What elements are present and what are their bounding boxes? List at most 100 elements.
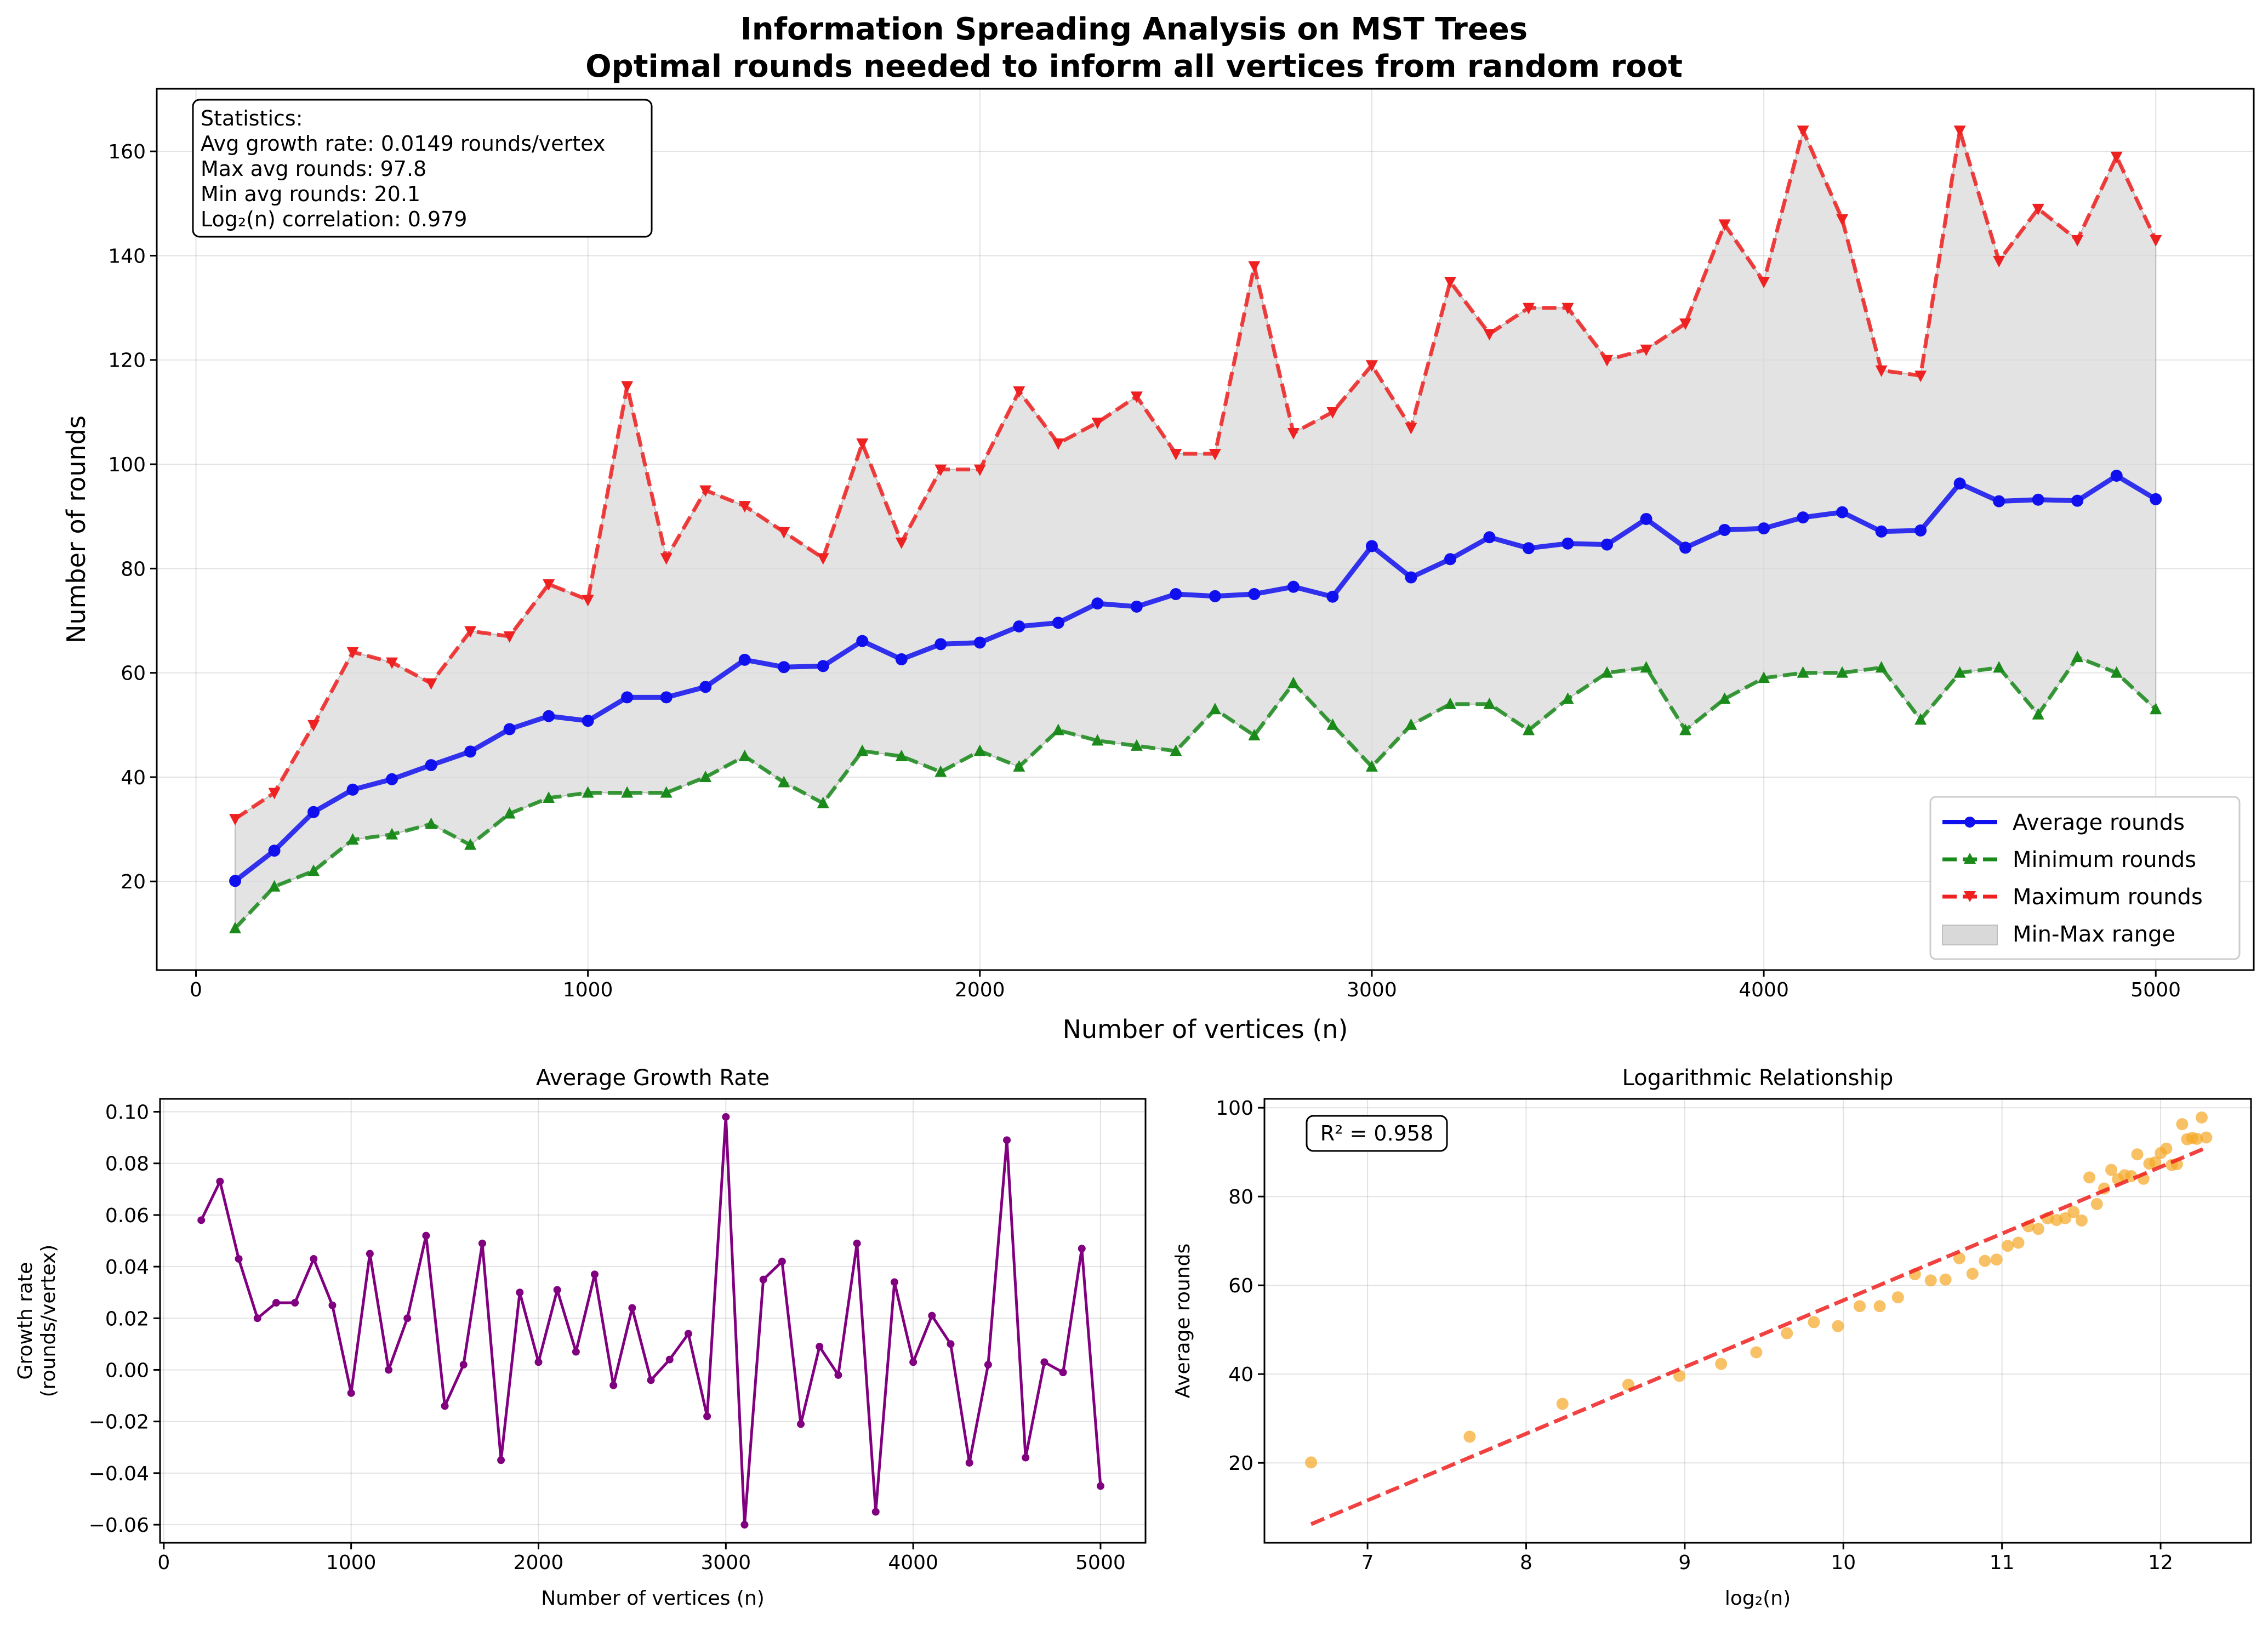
x-tick-label: 3000: [1347, 979, 1397, 1001]
x-tick-label: 2000: [955, 979, 1005, 1001]
point-maximum-rounds: [386, 657, 398, 669]
y-tick-label: 40: [121, 767, 146, 789]
point-minimum-rounds: [699, 770, 712, 782]
log-scatter-point: [2200, 1131, 2213, 1144]
main-chart: 0 1000 2000 3000 4000 5000 20 40 60 80 100 120 140 16…: [61, 88, 2255, 1044]
x-tick-label: 4000: [1739, 979, 1789, 1001]
point-minimum-rounds: [2150, 703, 2162, 715]
point-average-rounds: [268, 845, 281, 857]
point-average-rounds: [699, 681, 712, 693]
y-tick-label: 100: [108, 454, 146, 476]
point-minimum-rounds: [621, 786, 634, 798]
log-scatter-point: [1715, 1358, 1728, 1370]
point-maximum-rounds: [1405, 423, 1417, 435]
point-average-rounds: [1209, 590, 1221, 602]
point-minimum-rounds: [229, 921, 242, 933]
figure-title-line2: Optimal rounds needed to inform all vert…: [585, 49, 1683, 84]
point-maximum-rounds: [1013, 386, 1025, 398]
point-maximum-rounds: [1601, 355, 1614, 367]
point-maximum-rounds: [582, 595, 594, 607]
growth-rate-point: [253, 1314, 261, 1322]
log-scatter-point: [2012, 1236, 2025, 1249]
point-average-rounds: [307, 806, 320, 818]
point-maximum-rounds: [1797, 126, 1809, 138]
point-average-rounds: [1013, 620, 1025, 632]
point-minimum-rounds: [503, 807, 516, 819]
point-minimum-rounds: [1013, 760, 1025, 772]
x-tick-label: 0: [157, 1552, 170, 1574]
growth-rate-point: [853, 1239, 861, 1247]
point-minimum-rounds: [738, 749, 751, 761]
point-minimum-rounds: [1601, 666, 1614, 678]
growth-rate-point: [797, 1420, 805, 1428]
point-maximum-rounds: [1758, 277, 1770, 289]
legend-label-maximum: Maximum rounds: [2013, 885, 2203, 910]
growth-rate-point: [272, 1299, 280, 1307]
log-grid: [1264, 1099, 2251, 1543]
point-minimum-rounds: [1365, 760, 1378, 772]
point-minimum-rounds: [1483, 697, 1496, 709]
point-maximum-rounds: [268, 788, 281, 800]
growth-rate-point: [759, 1275, 767, 1284]
y-tick-label: 20: [1228, 1452, 1253, 1475]
point-average-rounds: [503, 723, 516, 735]
growth-rate-point: [871, 1508, 880, 1516]
log-scatter-point: [1966, 1268, 1979, 1280]
point-minimum-rounds: [1914, 713, 1927, 725]
point-average-rounds: [1836, 506, 1849, 518]
log-scatter-point: [1673, 1370, 1686, 1382]
growth-rate-point: [310, 1255, 318, 1263]
x-tick-label: 11: [1990, 1552, 2015, 1574]
y-tick-label: 0.08: [105, 1153, 149, 1176]
growth-rate-point: [628, 1304, 636, 1312]
growth-rate-point: [909, 1358, 918, 1366]
point-maximum-rounds: [1718, 219, 1731, 231]
point-minimum-rounds: [660, 786, 673, 798]
growth-rate-point: [890, 1278, 898, 1286]
y-tick-label: 60: [121, 663, 146, 685]
legend-label-average: Average rounds: [2013, 810, 2185, 835]
log-scatter-point: [1463, 1430, 1476, 1443]
growth-rate-point: [778, 1257, 786, 1265]
log-scatter-point: [1990, 1253, 2003, 1266]
x-tick-label: 3000: [700, 1552, 751, 1574]
point-minimum-rounds: [1797, 666, 1809, 678]
point-minimum-rounds: [1758, 671, 1770, 683]
log-scatter-point: [1891, 1291, 1904, 1304]
growth-rate-point: [235, 1255, 243, 1263]
growth-rate-point: [422, 1231, 430, 1240]
point-average-rounds: [1718, 523, 1731, 536]
log-scatter-point: [2176, 1118, 2189, 1131]
point-maximum-rounds: [895, 537, 908, 549]
point-average-rounds: [1170, 588, 1182, 600]
point-maximum-rounds: [307, 720, 320, 732]
point-average-rounds: [1758, 522, 1770, 535]
point-average-rounds: [1287, 580, 1300, 593]
series-line-maximum-rounds: [234, 128, 2158, 820]
point-maximum-rounds: [425, 678, 437, 690]
legend-label-minimum: Minimum rounds: [2013, 847, 2196, 873]
growth-rate-point: [1059, 1369, 1067, 1377]
point-maximum-rounds: [2032, 203, 2044, 215]
stats-line-min: Min avg rounds: 20.1: [201, 182, 420, 206]
main-y-axis-label: Number of rounds: [61, 415, 91, 643]
growth-rate-point: [984, 1361, 992, 1369]
legend-label-range: Min-Max range: [2013, 922, 2175, 947]
point-minimum-rounds: [268, 880, 281, 892]
x-tick-label: 5000: [2130, 979, 2181, 1001]
log-scatter-point: [2002, 1240, 2014, 1252]
log-scatter-point: [2090, 1198, 2103, 1210]
point-average-rounds: [660, 691, 673, 704]
growth-y-axis-label-line2: (rounds/vertex): [37, 1245, 60, 1398]
legend-swatch-range: [1942, 925, 1998, 945]
series-line-average-rounds: [233, 473, 2157, 883]
point-minimum-rounds: [2071, 651, 2084, 663]
log-scatter-point: [2059, 1212, 2072, 1224]
growth-rate-point: [834, 1371, 842, 1379]
figure-title-line1: Information Spreading Analysis on MST Tr…: [740, 12, 1528, 47]
x-tick-label: 9: [1678, 1552, 1691, 1574]
y-tick-label: 0.02: [105, 1308, 149, 1330]
y-tick-label: 160: [108, 141, 146, 163]
point-maximum-rounds: [1170, 449, 1182, 461]
log-scatter-point: [2105, 1164, 2118, 1176]
